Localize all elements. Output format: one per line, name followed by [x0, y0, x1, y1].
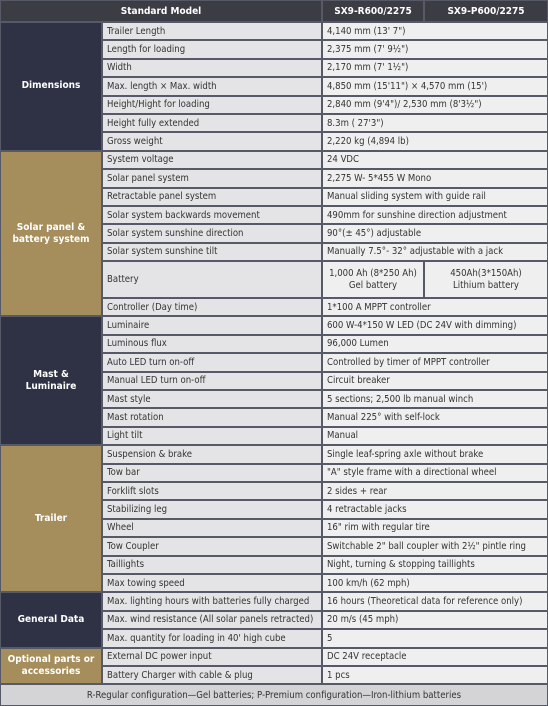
spec-name: Trailer Length [102, 22, 322, 41]
spec-name: Height/Hight for loading [102, 95, 322, 114]
spec-name: External DC power input [102, 647, 322, 666]
spec-name: Tow Coupler [102, 537, 322, 556]
spec-value: 600 W-4*150 W LED (DC 24V with dimming) [322, 316, 548, 335]
spec-name: Tow bar [102, 463, 322, 482]
value-line: Lithium battery [453, 279, 519, 291]
spec-name: Gross weight [102, 132, 322, 151]
model-name: SX9-P600/2275 [424, 0, 548, 22]
spec-value: Manual 225° with self-lock [322, 408, 548, 427]
spec-name: Retractable panel system [102, 187, 322, 206]
spec-value: 2 sides + rear [322, 482, 548, 501]
spec-value: 1,000 Ah (8*250 Ah) Gel battery [322, 261, 424, 298]
group-label: Dimensions [0, 22, 102, 151]
spec-name: Max. wind resistance (All solar panels r… [102, 610, 322, 630]
spec-value: 450Ah(3*150Ah) Lithium battery [424, 261, 548, 298]
spec-name: Suspension & brake [102, 445, 322, 464]
spec-value: DC 24V receptacle [322, 647, 548, 666]
group-label: Optional parts or accessories [0, 647, 102, 685]
group-label: Solar panel & battery system [0, 150, 102, 317]
spec-name: Solar panel system [102, 169, 322, 188]
spec-name: Max. lighting hours with batteries fully… [102, 592, 322, 611]
spec-name: Mast rotation [102, 408, 322, 427]
spec-name: Stabilizing leg [102, 500, 322, 519]
spec-name: Battery Charger with cable & plug [102, 666, 322, 685]
spec-value: 4 retractable jacks [322, 500, 548, 519]
spec-value: Circuit breaker [322, 371, 548, 390]
spec-value: Night, turning & stopping taillights [322, 555, 548, 574]
group-label: General Data [0, 592, 102, 648]
spec-name: Light tilt [102, 426, 322, 446]
spec-name: System voltage [102, 150, 322, 170]
spec-name: Solar system sunshine direction [102, 224, 322, 243]
spec-value: Switchable 2" ball coupler with 2½" pint… [322, 537, 548, 556]
spec-value: 2,220 kg (4,894 lb) [322, 132, 548, 151]
value-line: 450Ah(3*150Ah) [450, 267, 522, 279]
spec-name: Taillights [102, 555, 322, 574]
spec-name: Battery [102, 261, 322, 298]
spec-value: 2,170 mm (7' 1½") [322, 58, 548, 78]
spec-name: Height fully extended [102, 114, 322, 133]
group-label: Mast & Luminaire [0, 316, 102, 446]
spec-value: 5 [322, 629, 548, 648]
spec-value: 1*100 A MPPT controller [322, 298, 548, 317]
spec-value: Manual sliding system with guide rail [322, 187, 548, 206]
spec-value: Manually 7.5°- 32° adjustable with a jac… [322, 242, 548, 262]
spec-value: 4,850 mm (15'11") × 4,570 mm (15') [322, 77, 548, 96]
spec-value: Manual [322, 426, 548, 446]
value-line: 1,000 Ah (8*250 Ah) [329, 267, 417, 279]
spec-value: 16" rim with regular tire [322, 518, 548, 538]
spec-value: 1 pcs [322, 666, 548, 685]
spec-value: 90°(± 45°) adjustable [322, 224, 548, 243]
spec-value: Single leaf-spring axle without brake [322, 445, 548, 464]
spec-value: 2,840 mm (9'4")/ 2,530 mm (8'3½") [322, 95, 548, 114]
spec-value: 20 m/s (45 mph) [322, 610, 548, 630]
header-title: Standard Model [0, 0, 322, 22]
spec-name: Controller (Day time) [102, 298, 322, 317]
spec-value: 490mm for sunshine direction adjustment [322, 206, 548, 225]
spec-value: 4,140 mm (13' 7") [322, 22, 548, 41]
spec-name: Luminaire [102, 316, 322, 335]
spec-value: 2,275 W- 5*455 W Mono [322, 169, 548, 188]
spec-value: 24 VDC [322, 150, 548, 170]
spec-value: 5 sections; 2,500 lb manual winch [322, 390, 548, 409]
spec-value: "A" style frame with a directional wheel [322, 463, 548, 482]
spec-name: Solar system backwards movement [102, 206, 322, 225]
spec-name: Width [102, 58, 322, 78]
value-line: Gel battery [348, 279, 398, 291]
spec-value: 8.3m ( 27'3") [322, 114, 548, 133]
spec-value: 2,375 mm (7' 9½") [322, 40, 548, 59]
spec-value: 100 km/h (62 mph) [322, 574, 548, 593]
group-label: Trailer [0, 445, 102, 593]
spec-name: Luminous flux [102, 334, 322, 354]
spec-name: Length for loading [102, 40, 322, 59]
spec-value: 96,000 Lumen [322, 334, 548, 354]
spec-name: Max. length × Max. width [102, 77, 322, 96]
spec-name: Wheel [102, 518, 322, 538]
spec-name: Max. quantity for loading in 40' high cu… [102, 629, 322, 648]
footer-note: R-Regular configuration—Gel batteries; P… [0, 684, 548, 706]
spec-name: Auto LED turn on-off [102, 353, 322, 372]
model-name: SX9-R600/2275 [322, 0, 424, 22]
spec-name: Max towing speed [102, 574, 322, 593]
spec-name: Mast style [102, 390, 322, 409]
spec-name: Manual LED turn on-off [102, 371, 322, 390]
spec-name: Forklift slots [102, 482, 322, 501]
spec-value: Controlled by timer of MPPT controller [322, 353, 548, 372]
spec-name: Solar system sunshine tilt [102, 242, 322, 262]
spec-value: 16 hours (Theoretical data for reference… [322, 592, 548, 611]
